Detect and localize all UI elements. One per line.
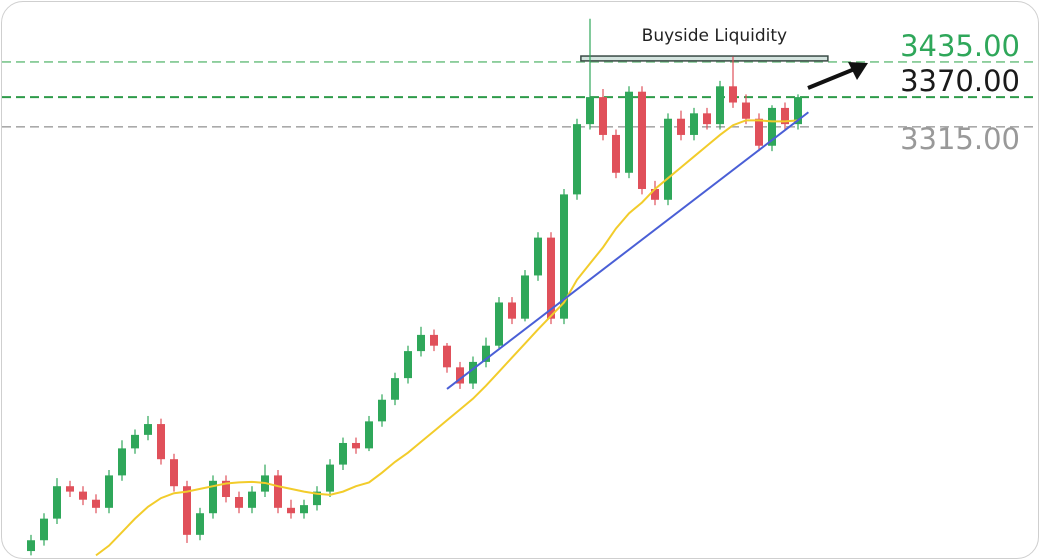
candle-body bbox=[742, 102, 750, 119]
moving-average bbox=[95, 119, 799, 557]
candle-body bbox=[703, 113, 711, 125]
candle-body bbox=[612, 134, 620, 173]
candle-body bbox=[664, 118, 672, 200]
candle-body bbox=[144, 424, 152, 435]
trendline bbox=[446, 111, 810, 390]
candle-body bbox=[651, 188, 659, 200]
candle-body bbox=[79, 491, 87, 500]
candle-body bbox=[729, 86, 737, 103]
arrow-shaft bbox=[807, 66, 858, 90]
candle-body bbox=[508, 302, 516, 319]
candle-body bbox=[391, 378, 399, 400]
candle-body bbox=[677, 118, 685, 135]
candle-body bbox=[404, 351, 412, 379]
candle-body bbox=[131, 434, 139, 449]
candle-body bbox=[287, 507, 295, 514]
candle-body bbox=[326, 464, 334, 492]
candle-body bbox=[599, 97, 607, 135]
candle-body bbox=[365, 421, 373, 449]
candle-body bbox=[755, 118, 763, 146]
candle-body bbox=[690, 113, 698, 135]
candle-body bbox=[105, 475, 113, 508]
candle-body bbox=[313, 491, 321, 506]
candle-body bbox=[430, 334, 438, 346]
candle-body bbox=[300, 505, 308, 514]
candle-body bbox=[534, 237, 542, 276]
candle-body bbox=[625, 91, 633, 173]
candle-body bbox=[222, 480, 230, 498]
candle-body bbox=[794, 97, 802, 125]
candle-body bbox=[781, 107, 789, 125]
candle-body bbox=[521, 275, 529, 319]
candle-body bbox=[482, 345, 490, 362]
candle-body bbox=[586, 97, 594, 125]
candle-body bbox=[560, 194, 568, 319]
candle-body bbox=[716, 86, 724, 125]
candle-body bbox=[274, 475, 282, 508]
candle-body bbox=[378, 399, 386, 422]
candle-body bbox=[495, 302, 503, 346]
candle-body bbox=[183, 486, 191, 535]
candle-body bbox=[53, 486, 61, 519]
candle-body bbox=[469, 361, 477, 384]
candle-body bbox=[352, 442, 360, 449]
level-label: 3315.00 bbox=[900, 122, 1020, 156]
candle-body bbox=[235, 497, 243, 508]
candle-body bbox=[27, 540, 35, 552]
level-label: 3370.00 bbox=[900, 64, 1020, 98]
liquidity-zone bbox=[580, 55, 829, 62]
candle-body bbox=[547, 237, 555, 319]
zone-label: Buyside Liquidity bbox=[642, 26, 787, 46]
candle-body bbox=[443, 345, 451, 368]
candle-body bbox=[417, 334, 425, 352]
candle-body bbox=[66, 486, 74, 492]
candle-body bbox=[118, 448, 126, 476]
candle-body bbox=[248, 491, 256, 508]
candle-body bbox=[170, 459, 178, 487]
candle-body bbox=[40, 518, 48, 541]
candle-body bbox=[573, 124, 581, 195]
arrow-head bbox=[848, 62, 868, 80]
candle-body bbox=[768, 107, 776, 146]
candle-body bbox=[209, 480, 217, 514]
candle-body bbox=[339, 442, 347, 465]
candle-body bbox=[157, 424, 165, 460]
candle-body bbox=[638, 91, 646, 189]
level-label: 3435.00 bbox=[900, 29, 1020, 63]
candle-body bbox=[196, 513, 204, 535]
candle-body bbox=[92, 499, 100, 508]
candle-body bbox=[456, 367, 464, 384]
